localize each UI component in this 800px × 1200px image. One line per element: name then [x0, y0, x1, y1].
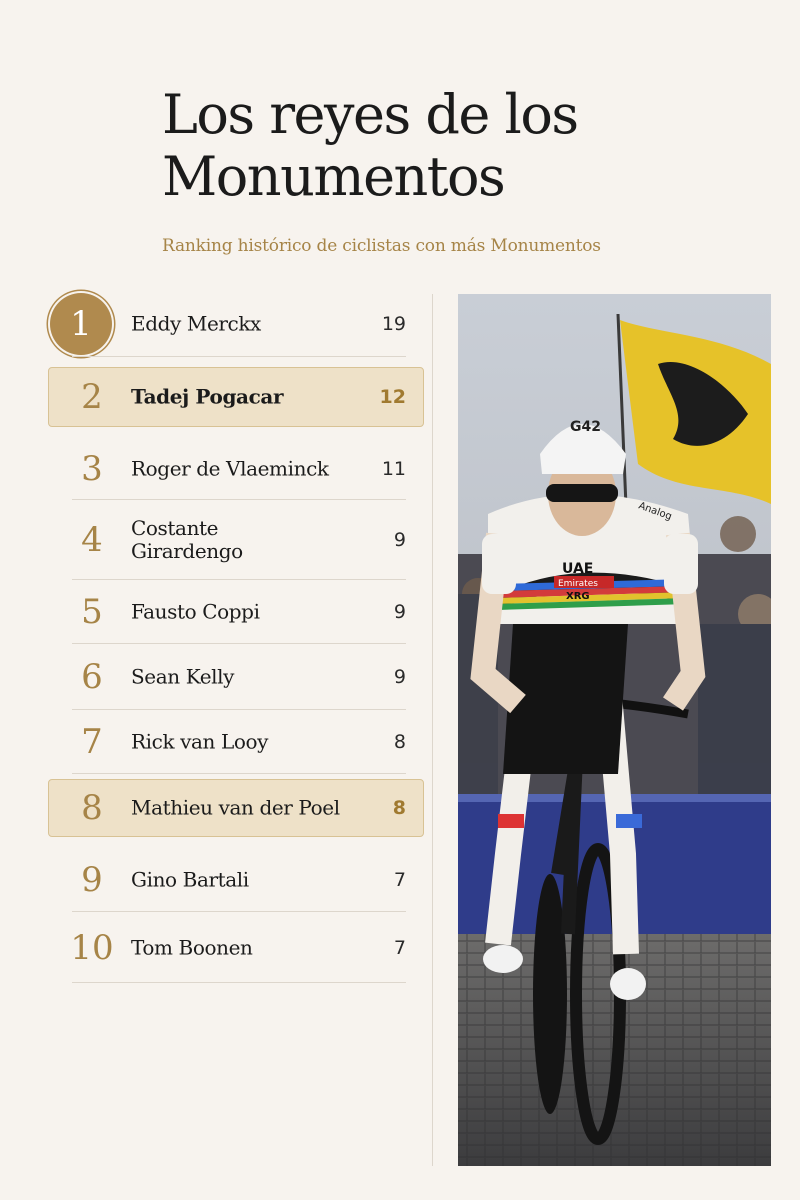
row-divider: [72, 911, 406, 912]
rank-number: 3: [81, 448, 103, 489]
monument-count: 11: [381, 457, 406, 480]
rank-number: 5: [81, 592, 103, 632]
monument-count: 12: [379, 386, 406, 408]
highlight-box: [48, 367, 424, 427]
rank-number: 7: [81, 722, 103, 762]
rank-number: 10: [70, 927, 114, 968]
highlight-box: [48, 779, 424, 837]
row-divider: [72, 709, 406, 710]
ranking-row-5: 5 Fausto Coppi 9: [72, 580, 406, 644]
row-divider: [72, 499, 406, 500]
monument-count: 19: [381, 312, 406, 335]
page-subtitle: Ranking histórico de ciclistas con más M…: [162, 236, 601, 256]
rider: G42 UAE Emirates XRG Analog: [470, 419, 706, 1000]
monument-count: 9: [393, 601, 406, 623]
rider-name: Tom Boonen: [131, 935, 253, 959]
rider-name: Gino Bartali: [131, 867, 249, 891]
ranking-row-8: 8 Mathieu van der Poel 8: [48, 779, 424, 837]
ranking-row-6: 6 Sean Kelly 9: [72, 644, 406, 710]
row-divider: [72, 982, 406, 983]
page-title: Los reyes de los Monumentos: [162, 84, 682, 208]
cyclist-illustration: G42 UAE Emirates XRG Analog: [458, 294, 771, 1166]
rider-name: Fausto Coppi: [131, 599, 260, 624]
ranking-row-10: 10 Tom Boonen 7: [70, 912, 406, 983]
title-line-1: Los reyes de los: [162, 83, 579, 146]
monument-count: 8: [393, 731, 406, 753]
rider-name: Sean Kelly: [131, 664, 235, 689]
rider-name: Mathieu van der Poel: [131, 795, 340, 820]
monument-count: 7: [393, 936, 406, 959]
ranking-row-2: 2 Tadej Pogacar 12: [48, 367, 424, 427]
ranking-row-4: 4 Costante Girardengo 9: [72, 500, 406, 580]
rank-number: 9: [81, 859, 103, 900]
cyclist-photo: G42 UAE Emirates XRG Analog: [458, 294, 771, 1166]
monument-count: 9: [393, 666, 406, 688]
row-divider: [72, 356, 406, 357]
rank-number: 1: [70, 303, 92, 344]
ranking-row-1: 1 Eddy Merckx 19: [50, 290, 406, 357]
bicycle: [517, 696, 689, 1145]
jersey-brand: UAE: [562, 561, 593, 577]
ranking-row-9: 9 Gino Bartali 7: [72, 847, 406, 912]
rider-name: Costante Girardengo: [131, 516, 243, 563]
helmet-logo: G42: [570, 419, 601, 435]
jersey-sponsor: Emirates: [558, 579, 598, 589]
rank-number: 8: [81, 788, 103, 828]
column-divider: [432, 294, 433, 1166]
ranking-list: 1 Eddy Merckx 19 2 Tadej Pogacar 12 3 Ro…: [48, 290, 424, 983]
row-divider: [72, 643, 406, 644]
ranking-row-3: 3 Roger de Vlaeminck 11: [72, 437, 406, 500]
monument-count: 7: [393, 868, 406, 891]
rank-number: 2: [81, 377, 103, 417]
monument-count: 9: [393, 529, 406, 551]
rider-name: Rick van Looy: [131, 729, 269, 754]
monument-count: 8: [392, 797, 406, 819]
flag-banner: [616, 313, 771, 555]
title-line-2: Monumentos: [162, 145, 506, 208]
ranking-row-7: 7 Rick van Looy 8: [72, 710, 406, 774]
rider-name: Eddy Merckx: [131, 311, 261, 335]
row-divider: [72, 773, 406, 774]
row-divider: [72, 579, 406, 580]
rank-number: 6: [81, 657, 103, 697]
first-place-medal: 1: [50, 292, 112, 355]
rider-name: Roger de Vlaeminck: [131, 456, 329, 480]
rank-number: 4: [81, 520, 103, 560]
rider-name: Tadej Pogacar: [131, 384, 284, 409]
jersey-sponsor-2: XRG: [566, 591, 590, 602]
